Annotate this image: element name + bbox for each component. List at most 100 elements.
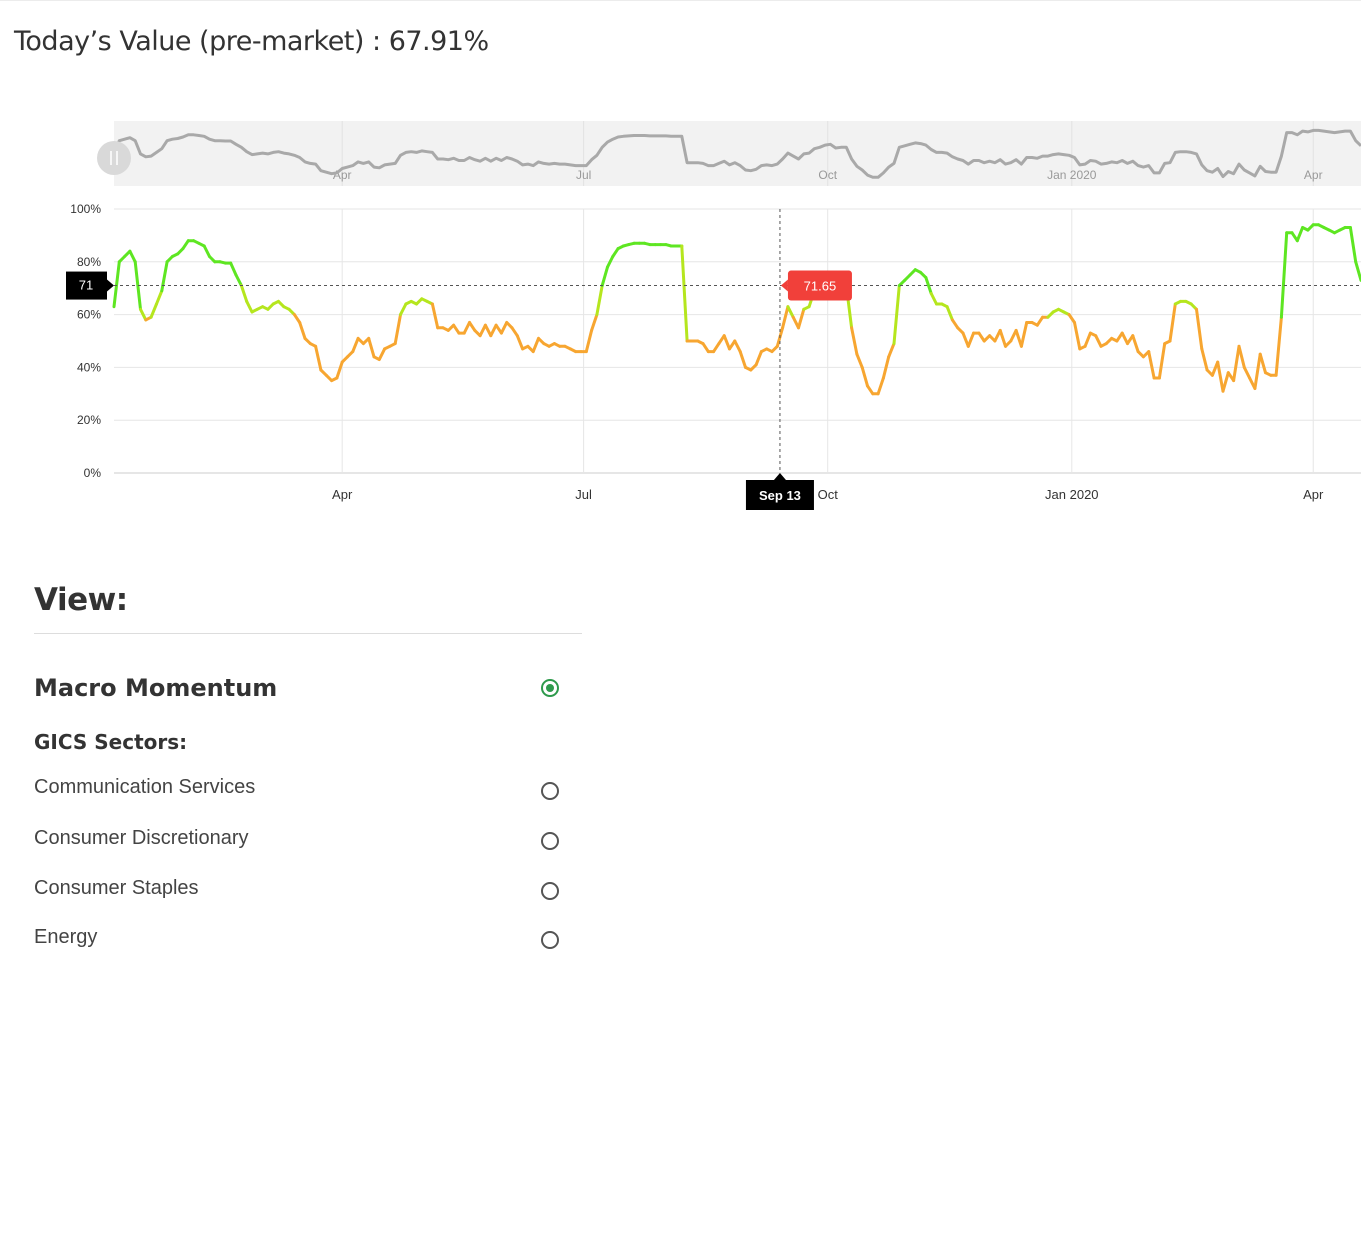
radio-macro-momentum[interactable] bbox=[541, 679, 559, 697]
series-segment bbox=[1035, 315, 1045, 327]
tooltip-value: 71.65 bbox=[804, 279, 837, 294]
radio-energy-clip bbox=[530, 930, 570, 949]
series-segment bbox=[590, 313, 599, 332]
series-segment bbox=[399, 302, 408, 317]
series-segment bbox=[149, 302, 158, 319]
option-consumer-staples[interactable]: Consumer Staples bbox=[34, 877, 199, 899]
series-segment bbox=[112, 260, 121, 309]
x-tick-label: Jul bbox=[575, 487, 592, 502]
series-segment bbox=[1200, 347, 1209, 372]
crosshair-y-label-pointer bbox=[107, 279, 114, 292]
series-segment bbox=[584, 328, 594, 354]
series-segment bbox=[314, 344, 323, 372]
series-segment bbox=[1242, 365, 1252, 380]
series-segment bbox=[887, 342, 896, 359]
series-segment bbox=[202, 244, 211, 258]
series-segment bbox=[881, 355, 891, 380]
navigator-tick-label: Apr bbox=[1304, 168, 1323, 182]
series-segment bbox=[1348, 226, 1358, 264]
series-segment bbox=[1216, 360, 1225, 393]
navigator-line bbox=[112, 128, 1361, 179]
radio-communication-services[interactable] bbox=[541, 782, 559, 800]
series-segment bbox=[961, 331, 970, 348]
top-divider bbox=[0, 0, 1361, 1]
series-segment bbox=[611, 247, 620, 258]
radio-consumer-discretionary[interactable] bbox=[541, 832, 559, 850]
series-segment bbox=[181, 239, 190, 251]
series-segment bbox=[781, 305, 790, 330]
series-segment bbox=[1237, 344, 1246, 369]
option-macro-momentum[interactable]: Macro Momentum bbox=[34, 674, 278, 702]
x-tick-label: Jan 2020 bbox=[1045, 487, 1099, 502]
navigator-tick-label: Jul bbox=[576, 168, 591, 182]
series-segment bbox=[1354, 260, 1361, 282]
series-segment bbox=[292, 313, 302, 324]
series-segment bbox=[797, 307, 806, 330]
series-segment bbox=[234, 273, 243, 288]
option-communication-services[interactable]: Communication Services bbox=[34, 776, 256, 798]
series-segment bbox=[998, 328, 1007, 348]
view-heading: View: bbox=[34, 582, 128, 618]
series-segment bbox=[298, 321, 307, 340]
crosshair-x-label-box bbox=[745, 480, 814, 510]
option-energy[interactable]: Energy bbox=[34, 926, 98, 948]
option-consumer-discretionary[interactable]: Consumer Discretionary bbox=[34, 827, 249, 849]
series-segment bbox=[860, 365, 869, 388]
series-segment bbox=[945, 305, 954, 322]
series-segment bbox=[1067, 313, 1076, 324]
series-segment bbox=[966, 331, 976, 348]
series-segment bbox=[1094, 334, 1103, 348]
series-segment bbox=[712, 342, 721, 354]
series-segment bbox=[1253, 352, 1262, 390]
series-segment bbox=[377, 347, 387, 361]
radio-energy[interactable] bbox=[541, 931, 559, 949]
series-segment bbox=[531, 336, 540, 354]
series-segment bbox=[876, 376, 885, 396]
series-segment bbox=[478, 323, 487, 338]
gics-sectors-label: GICS Sectors: bbox=[34, 730, 188, 754]
series-segment bbox=[1073, 321, 1082, 351]
series-segment bbox=[722, 334, 731, 351]
radio-selected-dot bbox=[546, 684, 554, 692]
series-segment bbox=[855, 352, 864, 369]
series-segment bbox=[680, 244, 689, 343]
series-segment bbox=[866, 384, 875, 396]
series-segment bbox=[239, 284, 249, 303]
crosshair-y-label-box bbox=[66, 271, 107, 300]
series-segment bbox=[515, 334, 525, 351]
series-segment bbox=[738, 350, 747, 369]
series-segment bbox=[1232, 344, 1241, 383]
y-tick-label: 80% bbox=[77, 255, 101, 269]
view-divider bbox=[34, 633, 582, 634]
series-segment bbox=[924, 276, 933, 295]
series-segment bbox=[393, 313, 402, 346]
series-segment bbox=[499, 321, 509, 335]
series-segment bbox=[701, 342, 710, 354]
series-segment bbox=[462, 321, 471, 335]
series-segment bbox=[1120, 331, 1129, 346]
series-segment bbox=[1274, 315, 1283, 377]
navigator-tick-label: Oct bbox=[818, 168, 837, 182]
series-segment bbox=[1279, 231, 1289, 319]
series-segment bbox=[1157, 342, 1167, 380]
momentum-chart[interactable]: 0% 20% 40% 60% 80% 100% Apr Apr Jul Jul Oct Oct Jan … bbox=[0, 110, 1361, 520]
x-tick-label: Oct bbox=[818, 487, 839, 502]
page-title: Today’s Value (pre-market) : 67.91% bbox=[14, 26, 489, 57]
radio-consumer-staples[interactable] bbox=[541, 882, 559, 900]
y-tick-label: 100% bbox=[70, 202, 101, 216]
series-segment bbox=[160, 260, 169, 293]
navigator-background bbox=[114, 121, 1361, 186]
series-segment bbox=[155, 289, 164, 306]
series-segment bbox=[489, 323, 498, 338]
series-segment bbox=[595, 284, 604, 317]
series-segment bbox=[351, 336, 360, 354]
tooltip-box bbox=[787, 270, 852, 301]
series-segment bbox=[606, 255, 615, 269]
series-segment bbox=[850, 326, 859, 356]
tooltip-pointer bbox=[780, 279, 788, 292]
x-tick-label: Apr bbox=[332, 487, 353, 502]
crosshair-x-label: Sep 13 bbox=[759, 488, 801, 503]
series-segment bbox=[229, 261, 238, 277]
navigator-tick-label: Jan 2020 bbox=[1047, 168, 1097, 182]
series-segment bbox=[1258, 352, 1267, 375]
